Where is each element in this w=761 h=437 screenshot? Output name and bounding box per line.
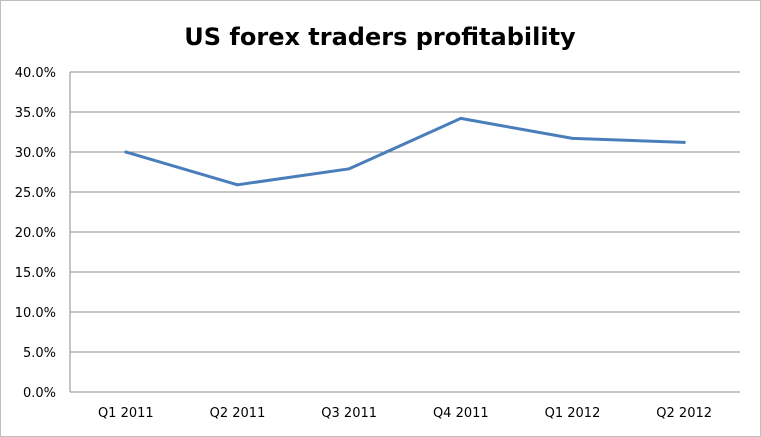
gridlines [69, 71, 740, 393]
data-point [682, 140, 686, 144]
chart-title: US forex traders profitability [184, 23, 576, 51]
data-point [347, 167, 351, 171]
y-axis-tick-labels: 0.0% 5.0% 10.0% 15.0% 20.0% 25.0% 30.0% 35.0% 40… [15, 66, 56, 401]
data-point [459, 116, 463, 120]
data-point [571, 136, 574, 140]
y-tick-label: 25.0% [15, 186, 56, 201]
y-tick-label: 0.0% [23, 386, 56, 401]
y-tick-label: 30.0% [15, 146, 56, 161]
x-tick-label: Q1 2012 [545, 406, 601, 421]
y-tick-label: 35.0% [15, 106, 56, 121]
x-tick-label: Q2 2011 [210, 406, 266, 421]
y-tick-label: 40.0% [15, 66, 56, 81]
series-group [124, 116, 686, 187]
y-tick-label: 20.0% [15, 226, 56, 241]
y-tick-label: 10.0% [15, 306, 56, 321]
x-tick-label: Q4 2011 [433, 406, 489, 421]
data-point [124, 150, 128, 154]
x-tick-label: Q3 2011 [321, 406, 377, 421]
data-point [236, 183, 239, 187]
y-tick-label: 15.0% [15, 266, 56, 281]
x-axis-tick-labels: Q1 2011 Q2 2011 Q3 2011 Q4 2011 Q1 2012 Q2 20… [98, 406, 712, 421]
y-tick-label: 5.0% [23, 346, 56, 361]
x-tick-label: Q2 2012 [656, 406, 712, 421]
x-tick-label: Q1 2011 [98, 406, 154, 421]
series-line [124, 116, 686, 187]
